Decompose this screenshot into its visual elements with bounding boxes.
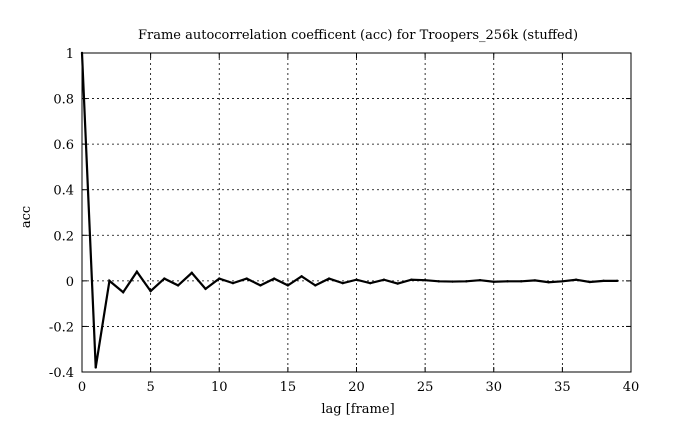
y-tick-label: -0.2 <box>49 320 74 335</box>
data-point <box>451 280 454 283</box>
data-point <box>259 284 262 287</box>
series-layer <box>80 51 619 369</box>
x-tick-label: 25 <box>417 380 434 395</box>
data-point <box>231 281 235 285</box>
data-point <box>314 284 317 287</box>
data-point <box>327 277 331 280</box>
data-point <box>588 280 592 284</box>
data-point <box>94 366 97 369</box>
data-point <box>396 282 399 285</box>
data-point <box>341 281 344 285</box>
x-tick-label: 30 <box>485 380 502 395</box>
x-tick-labels: 0 5 10 15 20 25 30 35 40 <box>78 380 639 395</box>
x-tick-label: 5 <box>146 380 154 395</box>
data-point <box>423 278 427 282</box>
data-point <box>300 275 303 278</box>
grid-lines <box>82 53 631 372</box>
data-point <box>520 280 523 283</box>
x-axis-label: lag [frame] <box>321 402 394 417</box>
data-point <box>382 278 386 281</box>
data-point <box>616 279 619 283</box>
data-point <box>218 277 221 280</box>
y-tick-labels: -0.4 -0.2 0 0.2 0.4 0.6 0.8 1 <box>49 47 74 381</box>
data-point <box>176 284 180 287</box>
data-point <box>190 271 193 275</box>
data-point <box>478 278 482 282</box>
x-tick-label: 20 <box>348 380 365 395</box>
data-point <box>149 289 152 293</box>
y-tick-label: 0.6 <box>53 138 74 153</box>
data-point <box>80 51 84 55</box>
y-tick-label: 0.4 <box>53 184 74 199</box>
y-tick-label: 0 <box>66 275 74 290</box>
data-point <box>602 279 605 283</box>
data-point <box>108 279 111 283</box>
chart-title: Frame autocorrelation coefficent (acc) f… <box>138 28 578 43</box>
data-point <box>286 284 290 287</box>
y-tick-label: 0.8 <box>53 93 74 108</box>
data-point <box>410 278 413 281</box>
data-point <box>369 281 372 285</box>
x-tick-label: 15 <box>280 380 297 395</box>
data-point <box>121 291 125 294</box>
data-point <box>204 287 207 291</box>
data-point <box>561 280 564 283</box>
data-point <box>245 277 248 280</box>
data-point <box>135 270 139 273</box>
series-line <box>80 52 618 368</box>
y-tick-label: 0.2 <box>53 229 74 244</box>
data-point <box>506 280 509 283</box>
data-point <box>163 277 166 280</box>
data-point <box>547 281 550 284</box>
x-tick-label: 10 <box>211 380 228 395</box>
y-tick-label: 1 <box>66 47 74 62</box>
data-point <box>574 278 578 281</box>
data-point <box>465 280 468 283</box>
y-tick-label: -0.4 <box>49 366 74 381</box>
x-tick-label: 0 <box>78 380 86 395</box>
data-point <box>492 280 495 283</box>
data-point <box>533 279 537 282</box>
x-tick-label: 35 <box>554 380 571 395</box>
y-axis-label: acc <box>19 206 34 228</box>
data-point <box>437 280 441 283</box>
data-point <box>272 277 276 280</box>
x-tick-label: 40 <box>623 380 640 395</box>
data-point <box>355 278 358 281</box>
